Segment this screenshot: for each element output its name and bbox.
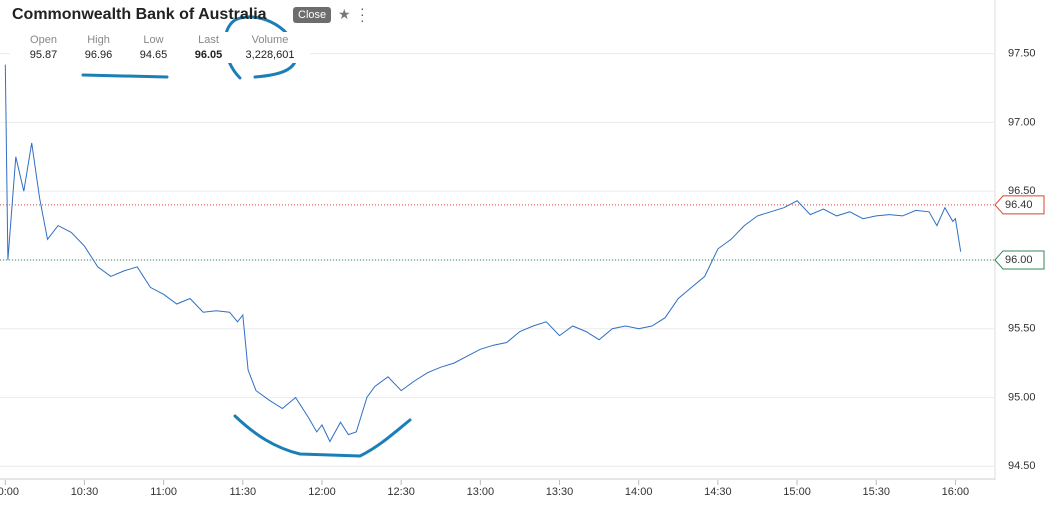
- y-tick-label: 97.00: [1008, 116, 1036, 128]
- stat-label: Last: [198, 34, 219, 46]
- stat: Open 95.87: [16, 34, 71, 61]
- stat-value: 94.65: [139, 49, 168, 61]
- close-button[interactable]: Close: [293, 7, 332, 23]
- x-tick-label: 10:00: [0, 486, 19, 498]
- stat-label: Volume: [251, 34, 289, 46]
- stat-label: High: [87, 34, 110, 46]
- stat: Low 94.65: [126, 34, 181, 61]
- stat-value: 3,228,601: [245, 49, 295, 61]
- x-tick-label: 11:30: [229, 486, 256, 498]
- price-tag: [994, 195, 1045, 215]
- stat: Last 96.05: [181, 34, 236, 61]
- y-tick-label: 95.50: [1008, 323, 1036, 335]
- x-tick-label: 16:00: [942, 486, 970, 498]
- x-tick-label: 10:30: [71, 486, 99, 498]
- stat-value: 96.05: [194, 49, 223, 61]
- header: Commonwealth Bank of Australia Close ★ ·…: [0, 0, 420, 80]
- price-tag-label: 96.40: [1005, 199, 1033, 211]
- menu-icon[interactable]: · · ·: [360, 0, 365, 28]
- annotation-stroke: [233, 414, 412, 458]
- title: Commonwealth Bank of Australia: [12, 6, 267, 23]
- price-tag: [994, 250, 1045, 270]
- x-tick-label: 12:00: [308, 486, 336, 498]
- x-tick-label: 14:00: [625, 486, 653, 498]
- y-tick-label: 96.50: [1008, 185, 1036, 197]
- x-tick-label: 15:00: [783, 486, 811, 498]
- x-tick-label: 13:00: [467, 486, 495, 498]
- stat: Volume 3,228,601: [236, 34, 304, 61]
- y-tick-label: 95.00: [1008, 391, 1036, 403]
- price-tag-label: 96.00: [1005, 254, 1033, 266]
- stat-label: Low: [143, 34, 164, 46]
- x-tick-label: 15:30: [862, 486, 890, 498]
- x-tick-label: 13:30: [546, 486, 574, 498]
- stat-value: 95.87: [29, 49, 58, 61]
- x-tick-label: 12:30: [387, 486, 415, 498]
- price-line: [4, 64, 962, 443]
- stat-value: 96.96: [84, 49, 113, 61]
- stat: High 96.96: [71, 34, 126, 61]
- stat-label: Open: [30, 34, 57, 46]
- y-tick-label: 94.50: [1008, 460, 1036, 472]
- y-tick-label: 97.50: [1008, 48, 1036, 60]
- x-tick-label: 11:00: [150, 486, 177, 498]
- annotation-stroke: [81, 73, 169, 79]
- x-tick-label: 14:30: [704, 486, 732, 498]
- stats: Open 95.87 High 96.96 Low 94.65 Last 96.05 Volum…: [10, 32, 310, 63]
- favorite-icon[interactable]: ★: [338, 6, 351, 22]
